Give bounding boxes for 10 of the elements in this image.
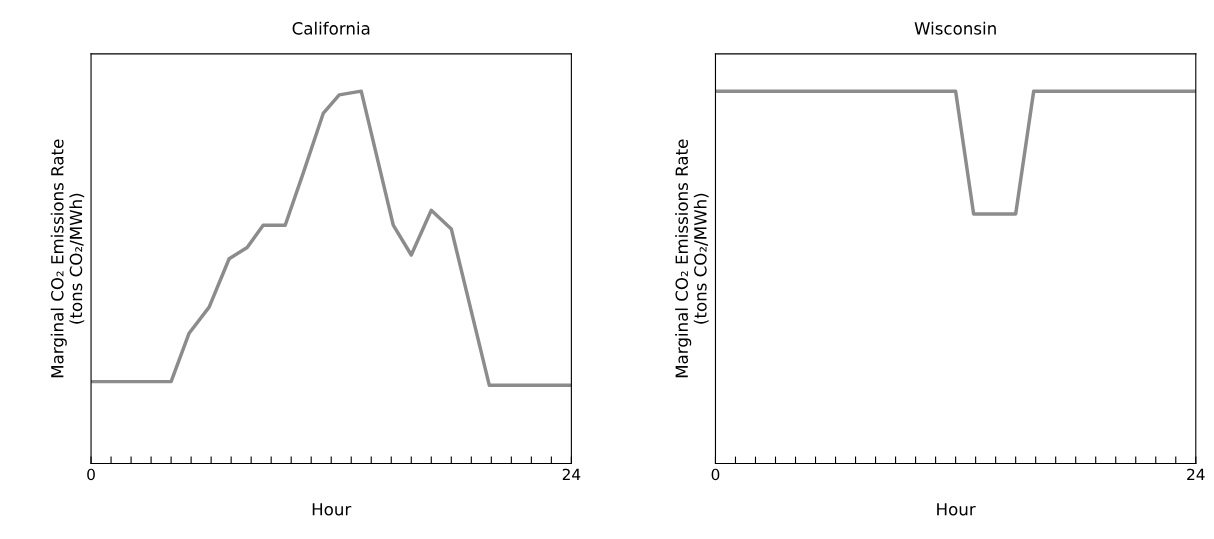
- x-tick-label: 0: [87, 468, 95, 481]
- x-tick-label: 0: [711, 468, 720, 481]
- chart-title: Wisconsin: [914, 21, 996, 35]
- x-axis-title: Hour: [937, 503, 976, 516]
- x-axis-title: Hour: [312, 503, 352, 516]
- y-axis-title: Marginal CO₂ Emissions Rate (tons CO₂/MWh): [675, 139, 709, 378]
- chart-title: California: [292, 21, 370, 35]
- x-tick-label: 24: [1187, 468, 1205, 481]
- x-tick-label: 24: [562, 468, 581, 481]
- y-axis-title: Marginal CO₂ Emissions Rate (tons CO₂/MWh): [50, 139, 85, 378]
